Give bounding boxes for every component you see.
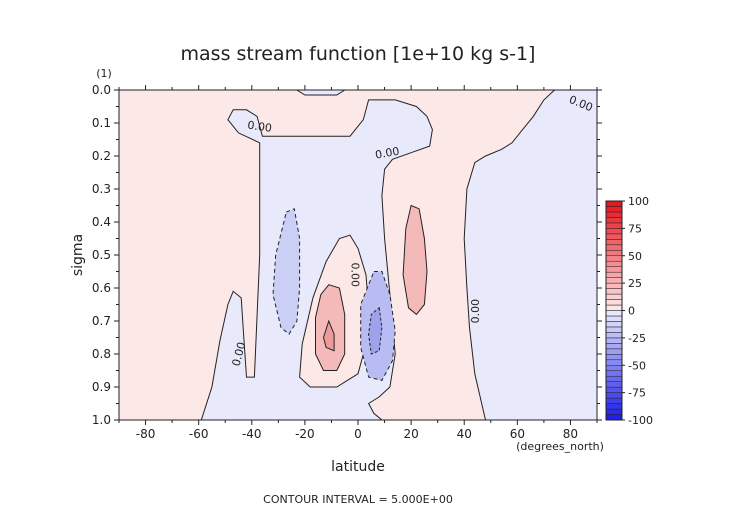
y-tick-label: 0.5: [92, 248, 111, 262]
negative-core: [368, 306, 383, 355]
y-tick-label: 0.0: [92, 83, 111, 97]
colorbar-tick-label: -50: [628, 359, 646, 372]
x-axis-label: latitude: [331, 459, 385, 475]
colorbar-level: [605, 293, 623, 300]
colorbar-level: [605, 282, 623, 289]
chart-title: mass stream function [1e+10 kg s-1]: [181, 43, 536, 65]
colorbar-tick-label: -75: [628, 387, 646, 400]
colorbar-level: [605, 348, 623, 355]
positive-core: [322, 319, 335, 352]
colorbar-level: [605, 375, 623, 382]
colorbar-level: [605, 250, 623, 256]
top-negative-sliver: [295, 89, 347, 96]
colorbar-level: [605, 266, 623, 273]
x-tick-label: -80: [136, 427, 156, 441]
colorbar-tick-label: 50: [628, 250, 642, 263]
y-tick-label: 0.4: [92, 215, 111, 229]
colorbar-level: [605, 299, 623, 306]
y-tick-label: 0.2: [92, 149, 111, 163]
x-tick-label: -40: [242, 427, 262, 441]
contour-interval-footer: CONTOUR INTERVAL = 5.000E+00: [263, 493, 453, 506]
colorbar-level: [605, 332, 623, 339]
colorbar-level: [605, 386, 623, 393]
colorbar-level: [605, 392, 623, 399]
x-tick-label: -60: [189, 427, 209, 441]
x-tick-label: -20: [295, 427, 315, 441]
y-tick-label: 0.6: [92, 281, 111, 295]
colorbar-level: [605, 403, 623, 410]
colorbar-level: [605, 206, 623, 213]
y-tick-label: 0.8: [92, 347, 111, 361]
colorbar-level: [605, 217, 623, 224]
y-tick-label: 1.0: [92, 413, 111, 427]
colorbar-level: [605, 315, 623, 322]
y-tick-label: 0.3: [92, 182, 111, 196]
contour-label: 0.00: [230, 341, 249, 368]
x-tick-label: 20: [403, 427, 418, 441]
y-unit-label: (1): [96, 67, 112, 80]
x-tick-label: 0: [354, 427, 362, 441]
x-tick-label: 80: [563, 427, 578, 441]
positive-lobe-east: [402, 204, 428, 316]
colorbar-level: [605, 277, 623, 284]
colorbar-level: [605, 408, 623, 415]
colorbar-level: [605, 321, 623, 328]
colorbar-tick-label: -25: [628, 332, 646, 345]
colorbar-level: [605, 326, 623, 333]
colorbar-level: [605, 343, 623, 350]
contour-label: 0.00: [469, 299, 482, 324]
colorbar-level: [605, 271, 623, 278]
colorbar-level: [605, 359, 623, 366]
colorbar-level: [605, 288, 623, 295]
colorbar-level: [605, 222, 623, 229]
y-tick-label: 0.7: [92, 314, 111, 328]
colorbar-tick-label: 25: [628, 277, 642, 290]
colorbar-level: [605, 228, 623, 235]
contour-label: 0.00: [374, 145, 400, 162]
x-tick-label: 60: [510, 427, 525, 441]
colorbar-level: [605, 354, 623, 361]
y-axis-label: sigma: [70, 234, 86, 276]
contour-label: 0.00: [247, 119, 273, 135]
colorbar-tick-label: 100: [628, 195, 649, 208]
colorbar-level: [605, 239, 623, 246]
y-axis: 0.0 0.1 0.2 0.3 0.4 0.5 0.6 0.7 0.8 0.9 1.0: [92, 83, 602, 427]
colorbar-tick-label: 0: [628, 305, 635, 318]
colorbar-level: [605, 381, 623, 388]
x-tick-label: 40: [457, 427, 472, 441]
colorbar-tick-label: 75: [628, 222, 642, 235]
colorbar-level: [605, 365, 623, 371]
colorbar-level: [605, 244, 623, 251]
negative-cell-north: [463, 89, 598, 421]
colorbar-level: [605, 310, 623, 317]
contour-label: 0.00: [348, 263, 361, 288]
colorbar-level: [605, 370, 623, 377]
x-axis: -80 -60 -40 -20 0 20 40 60 80: [118, 85, 598, 441]
colorbar-level: [605, 304, 623, 311]
colorbar-level: [605, 397, 623, 404]
negative-lobe-west: [272, 208, 301, 335]
colorbar-level: [605, 337, 623, 344]
y-tick-label: 0.1: [92, 116, 111, 130]
x-unit-label: (degrees_north): [516, 440, 604, 453]
colorbar-level: [605, 211, 623, 218]
y-tick-label: 0.9: [92, 380, 111, 394]
colorbar-tick-label: -100: [628, 414, 653, 427]
colorbar-level: [605, 200, 623, 207]
colorbar: 100 75 50 25 0 -25 -50 -75 -100: [605, 195, 653, 427]
colorbar-level: [605, 233, 623, 240]
plot-area: [118, 89, 598, 421]
colorbar-level: [605, 414, 623, 421]
colorbar-level: [605, 255, 623, 262]
colorbar-level: [605, 260, 623, 267]
